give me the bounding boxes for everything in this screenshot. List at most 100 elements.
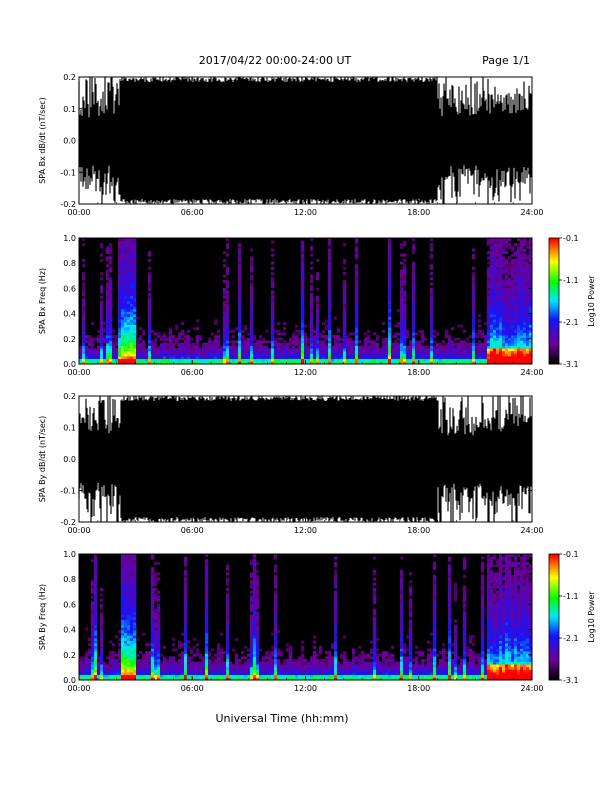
- spectrogram-cell: [514, 335, 518, 339]
- x-tick-label: 24:00: [520, 368, 543, 377]
- spectrogram-cell: [307, 674, 311, 678]
- spectrogram-cell: [517, 340, 521, 344]
- spectrogram-cell: [391, 345, 395, 349]
- spectrogram-cell: [91, 614, 95, 618]
- spectrogram-cell: [184, 572, 188, 576]
- spectrogram-cell: [484, 343, 488, 346]
- spectrogram-cell: [253, 609, 257, 613]
- spectrogram-cell: [184, 348, 188, 352]
- spectrogram-cell: [94, 651, 98, 655]
- spectrogram-cell: [352, 350, 356, 354]
- spectrogram-cell: [337, 661, 341, 665]
- spectrogram-cell: [451, 353, 455, 357]
- spectrogram-cell: [499, 335, 503, 339]
- spectrogram-cell: [499, 277, 503, 281]
- spectrogram-cell: [154, 577, 158, 581]
- spectrogram-cell: [412, 324, 416, 328]
- spectrogram-cell: [190, 348, 194, 352]
- spectrogram-cell: [301, 245, 305, 249]
- spectrogram-cell: [520, 282, 524, 286]
- spectrogram-cell: [382, 322, 386, 325]
- spectrogram-cell: [199, 361, 203, 365]
- spectrogram-cell: [106, 251, 110, 255]
- spectrogram-cell: [265, 669, 269, 673]
- spectrogram-cell: [334, 601, 338, 605]
- spectrogram-cell: [499, 324, 503, 328]
- spectrogram-cell: [121, 632, 125, 636]
- spectrogram-cell: [130, 245, 134, 249]
- spectrogram-cell: [157, 630, 161, 634]
- spectrogram-cell: [109, 322, 113, 325]
- spectrogram-cell: [517, 282, 521, 286]
- colorbar-swatch: [549, 313, 559, 317]
- spectrogram-cell: [457, 361, 461, 365]
- spectrogram-cell: [316, 272, 320, 276]
- spectrogram-cell: [214, 335, 218, 339]
- spectrogram-cell: [301, 303, 305, 307]
- spectrogram-cell: [79, 345, 83, 349]
- spectrogram-cell: [358, 659, 362, 662]
- spectrogram-cell: [397, 672, 401, 676]
- spectrogram-cell: [343, 316, 347, 320]
- spectrogram-cell: [307, 340, 311, 344]
- spectrogram-cell: [484, 345, 488, 349]
- spectrogram-cell: [472, 322, 476, 325]
- spectrogram-cell: [109, 280, 113, 283]
- spectrogram-cell: [160, 677, 164, 681]
- spectrogram-cell: [241, 343, 245, 346]
- spectrogram-cell: [496, 248, 500, 252]
- spectrogram-cell: [295, 348, 299, 352]
- spectrogram-cell: [154, 358, 158, 362]
- spectrogram-cell: [109, 266, 113, 270]
- spectrogram-cell: [91, 672, 95, 676]
- spectrogram-cell: [496, 274, 500, 278]
- spectrogram-cell: [472, 256, 476, 260]
- colorbar-swatch: [549, 282, 559, 285]
- spectrogram-cell: [313, 659, 317, 662]
- spectrogram-cell: [502, 272, 506, 276]
- spectrogram-cell: [511, 322, 515, 325]
- spectrogram-cell: [160, 664, 164, 668]
- spectrogram-cell: [223, 322, 227, 325]
- spectrogram-cell: [85, 661, 89, 665]
- spectrogram-cell: [130, 651, 134, 655]
- spectrogram-cell: [526, 261, 530, 265]
- spectrogram-cell: [271, 303, 275, 307]
- spectrogram-cell: [355, 280, 359, 283]
- spectrogram-cell: [91, 659, 95, 662]
- spectrogram-cell: [244, 356, 248, 360]
- spectrogram-cell: [205, 648, 209, 652]
- spectrogram-cell: [250, 358, 254, 362]
- panels: 00:00 06:00 12:00 18:00 24:00-0.2-0.10.00.10…: [38, 73, 596, 693]
- spectrogram-cell: [508, 348, 512, 352]
- spectrogram-cell: [403, 343, 407, 346]
- spectrogram-cell: [295, 666, 299, 670]
- spectrogram-cell: [106, 324, 110, 328]
- spectrogram-cell: [205, 619, 209, 623]
- spectrogram-cell: [148, 253, 152, 257]
- spectrogram-cell: [481, 348, 485, 352]
- spectrogram-cell: [178, 674, 182, 678]
- spectrogram-cell: [373, 630, 377, 634]
- spectrogram-cell: [109, 295, 113, 299]
- spectrogram-cell: [238, 274, 242, 278]
- spectrogram-cell: [226, 630, 230, 634]
- spectrogram-cell: [94, 635, 98, 639]
- spectrogram-cell: [226, 329, 230, 333]
- spectrogram-cell: [136, 677, 140, 681]
- spectrogram-cell: [202, 348, 206, 352]
- x-tick-label: 12:00: [294, 368, 317, 377]
- spectrogram-cell: [121, 666, 125, 670]
- spectrogram-cell: [301, 287, 305, 291]
- spectrogram-cell: [100, 322, 104, 325]
- spectrogram-cell: [151, 598, 155, 602]
- spectrogram-cell: [514, 324, 518, 328]
- spectrogram-cell: [313, 661, 317, 665]
- spectrogram-cell: [103, 350, 107, 354]
- spectrogram-cell: [172, 356, 176, 360]
- spectrogram-cell: [262, 664, 266, 668]
- spectrogram-cell: [100, 593, 104, 597]
- spectrogram-cell: [361, 656, 365, 660]
- spectrogram-cell: [271, 322, 275, 325]
- spectrogram-cell: [481, 332, 485, 336]
